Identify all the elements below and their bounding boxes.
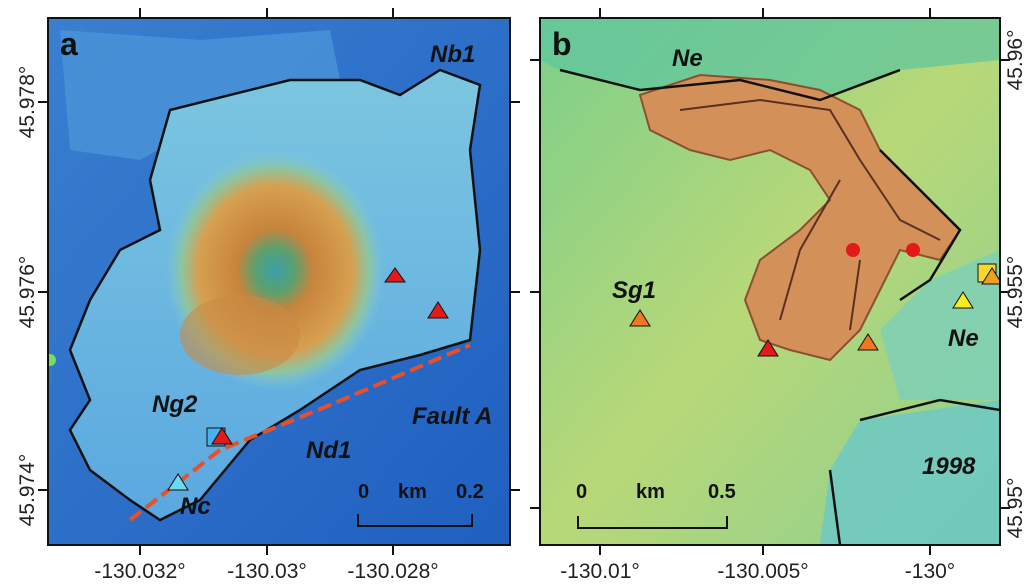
y-axis-label: 45.95° (1004, 478, 1027, 539)
scale-end: 0.5 (708, 481, 736, 503)
y-axis-label: 45.974° (16, 454, 39, 527)
annotation: Nb1 (430, 41, 475, 68)
scale-end: 0.2 (456, 481, 484, 503)
y-axis-label: 45.96° (1004, 30, 1027, 91)
y-axis-label: 45.978° (16, 66, 39, 139)
x-axis-label: -130.005° (717, 560, 808, 583)
annotation: Ne (948, 325, 979, 352)
annotation: Nc (180, 493, 211, 520)
panel-a-map (44, 18, 510, 545)
panel-label: a (60, 26, 78, 62)
y-axis-label: 45.955° (1004, 256, 1027, 329)
annotation: 1998 (922, 453, 976, 480)
panel-label: b (552, 26, 572, 62)
figure: a Nb1 Ng2 Nd1 Nc Fault A 0 km 0.2 45.978… (0, 0, 1032, 587)
x-axis-label: -130.028° (347, 560, 438, 583)
y-axis-label: 45.976° (16, 256, 39, 329)
annotation: Nd1 (306, 437, 351, 464)
x-axis-label: -130.01° (560, 560, 640, 583)
x-axis-label: -130.03° (227, 560, 307, 583)
annotation: Ne (672, 45, 703, 72)
annotation: Sg1 (612, 277, 656, 304)
scale-start: 0 (358, 481, 369, 503)
scale-unit: km (398, 481, 427, 503)
scale-unit: km (636, 481, 665, 503)
annotation: Fault A (412, 403, 492, 430)
x-axis-label: -130.032° (94, 560, 185, 583)
scale-start: 0 (576, 481, 587, 503)
x-axis-label: -130° (905, 560, 955, 583)
annotation: Ng2 (152, 391, 198, 418)
